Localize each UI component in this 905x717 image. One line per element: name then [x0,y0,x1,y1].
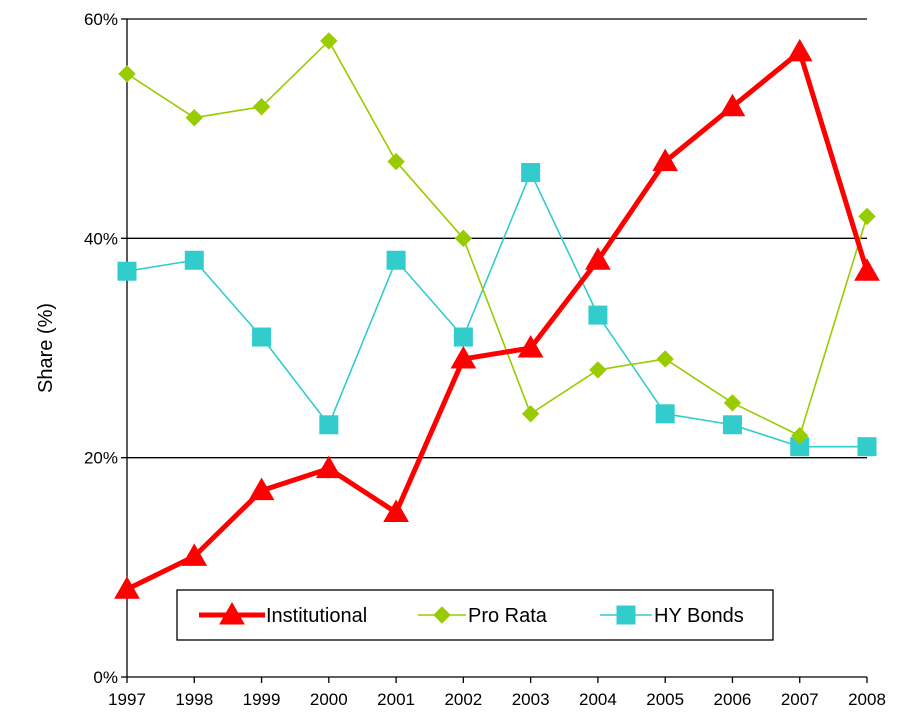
legend-label: Institutional [266,605,367,627]
axes: 0% 20% 40% 60% 1997 1998 1999 2000 2001 2002 2003 2… [84,10,886,709]
data-point [656,350,674,368]
data-point [723,394,742,412]
data-point [719,93,746,117]
y-axis-title: Share (%) [35,303,57,393]
x-tick-label: 2004 [579,690,617,709]
legend-marker [616,605,636,625]
legend-entry: Pro Rata [418,605,548,627]
x-tick-label: 2000 [310,690,348,709]
series-institutional [114,38,880,599]
y-tick-label: 60% [84,10,118,29]
data-point [786,38,813,62]
data-point [117,261,137,281]
x-tick-label: 2007 [781,690,819,709]
data-point [450,345,477,369]
data-point [319,415,339,435]
data-point [858,207,876,226]
x-tick-label: 1999 [243,690,281,709]
x-tick-label: 2003 [512,690,550,709]
x-tick-label: 1998 [175,690,213,709]
data-point [181,543,208,566]
x-tick-label: 2008 [848,690,886,709]
data-point [521,405,540,423]
series-pro-rata [118,32,876,445]
data-point [857,437,877,457]
data-point [589,361,607,379]
legend-marker [433,606,451,624]
y-tick-label: 0% [93,668,118,687]
x-tick-label: 2001 [377,690,415,709]
legend-label: HY Bonds [654,605,744,627]
series-line [126,171,867,448]
gridlines [127,18,867,459]
series-line [126,40,868,437]
data-point [383,499,409,522]
legend-entry: HY Bonds [600,605,744,627]
data-point [118,65,136,83]
data-point [252,327,272,347]
data-point [315,455,342,479]
data-point [185,108,203,127]
data-point [588,305,608,325]
data-point [454,229,473,248]
y-tick-label: 20% [84,449,118,468]
data-point [655,404,675,424]
data-point [387,152,405,171]
series-hy-bonds [117,163,877,457]
x-tick-label: 2002 [444,690,482,709]
data-point [320,32,338,50]
y-tick-label: 40% [84,229,118,248]
data-point [248,477,275,501]
data-point [854,258,880,281]
data-point [722,415,742,435]
legend-marker [219,601,245,625]
legend: Institutional Pro Rata HY Bonds [176,589,774,641]
legend-box [176,589,774,641]
series-line [125,49,870,592]
data-point [386,250,406,270]
legend-entry: Institutional [199,601,367,627]
x-tick-label: 2005 [646,690,684,709]
data-point [517,334,544,358]
data-point [791,427,809,445]
data-point [453,327,473,347]
data-point [521,163,541,183]
data-point [184,250,204,270]
x-tick-label: 2006 [714,690,752,709]
x-tick-label: 1997 [108,690,146,709]
legend-label: Pro Rata [468,605,548,627]
data-point [585,247,611,270]
data-point [252,98,271,116]
data-point [652,148,679,172]
data-point [114,576,140,599]
series-group [114,32,880,599]
